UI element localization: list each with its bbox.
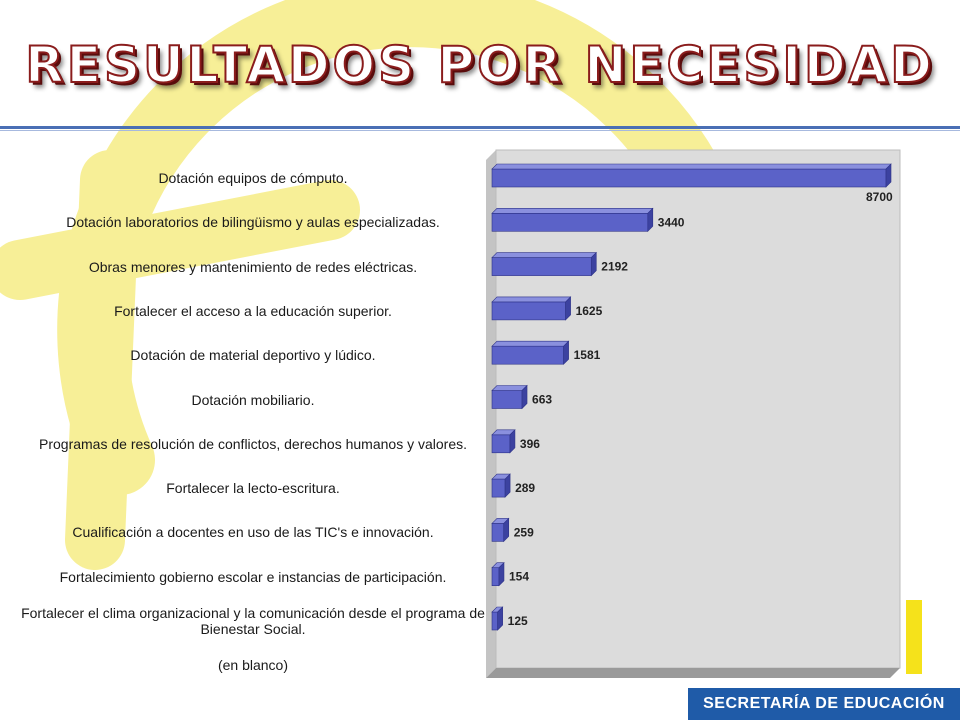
bar-4 — [491, 301, 566, 321]
data-label-3: 2192 — [601, 260, 628, 274]
data-label-7: 396 — [520, 437, 540, 451]
title-divider — [0, 126, 960, 129]
bar-7 — [491, 434, 511, 454]
bar-3 — [491, 257, 592, 276]
data-label-9: 259 — [514, 525, 534, 539]
data-label-6: 663 — [532, 393, 552, 407]
category-label-8: Fortalecer la lecto-escritura. — [166, 480, 340, 497]
category-label-2: Dotación laboratorios de bilingüismo y a… — [66, 214, 440, 231]
category-label-4: Fortalecer el acceso a la educación supe… — [114, 302, 392, 319]
bar-side-5 — [563, 340, 569, 365]
bar-top-5 — [491, 340, 570, 347]
bar-side-1 — [885, 163, 892, 188]
category-label-12: (en blanco) — [217, 657, 289, 674]
category-label-11: Fortalecer el clima organizacional y la … — [21, 605, 485, 637]
bar-side-8 — [504, 473, 511, 498]
bar-top-1 — [491, 163, 892, 170]
data-label-10: 154 — [509, 570, 529, 584]
bar-1 — [491, 168, 887, 188]
plot-left-wall — [486, 150, 496, 678]
bar-side-11 — [497, 606, 503, 631]
bar-top-6 — [491, 385, 528, 391]
category-label-3: Obras menores y mantenimiento de redes e… — [88, 258, 418, 275]
data-label-2: 3440 — [658, 215, 685, 229]
bar-2 — [491, 213, 649, 232]
page-title: RESULTADOS POR NECESIDAD — [24, 35, 935, 95]
bar-6 — [491, 390, 523, 409]
bar-side-4 — [565, 296, 571, 321]
logo-plus-horizontal — [0, 180, 360, 300]
plot-floor — [486, 668, 900, 678]
title-divider-thin — [0, 130, 960, 131]
category-label-5: Dotación de material deportivo y lúdico. — [130, 347, 376, 364]
plot-back-wall — [495, 149, 901, 669]
category-label-10: Fortalecimiento gobierno escolar e insta… — [59, 568, 447, 585]
data-label-4: 1625 — [576, 304, 603, 318]
data-label-8: 289 — [515, 481, 535, 495]
bar-side-10 — [498, 561, 505, 587]
bar-9 — [491, 523, 505, 542]
bar-top-2 — [491, 208, 654, 214]
bar-8 — [491, 478, 506, 498]
bar-10 — [491, 567, 500, 587]
bar-side-9 — [503, 517, 510, 543]
data-label-11: 125 — [508, 614, 528, 628]
category-label-7: Programas de resolución de conflictos, d… — [39, 435, 467, 452]
side-logo-badge — [906, 600, 922, 674]
bar-side-2 — [647, 207, 654, 233]
category-label-9: Cualificación a docentes en uso de las T… — [72, 524, 434, 541]
category-label-1: Dotación equipos de cómputo. — [158, 170, 348, 186]
bar-top-3 — [491, 252, 597, 258]
bar-side-7 — [509, 429, 516, 454]
bar-5 — [491, 345, 564, 365]
bar-side-3 — [590, 251, 597, 277]
bar-top-4 — [491, 296, 572, 303]
category-label-6: Dotación mobiliario. — [191, 391, 315, 408]
bar-11 — [491, 611, 498, 631]
footer-banner: SECRETARÍA DE EDUCACIÓN — [688, 688, 960, 720]
bar-side-6 — [521, 384, 528, 410]
data-label-5: 1581 — [574, 348, 601, 362]
data-label-1: 8700 — [866, 190, 893, 204]
